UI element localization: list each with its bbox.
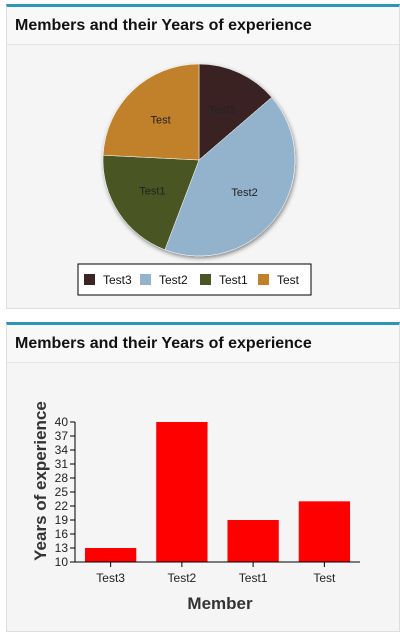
legend-label[interactable]: Test: [277, 273, 300, 287]
pie-slice-test[interactable]: [102, 63, 200, 161]
y-tick-label: 31: [55, 457, 69, 471]
bar-test2[interactable]: [156, 422, 208, 562]
pie-panel-title: Members and their Years of experience: [7, 7, 399, 45]
bar-test[interactable]: [298, 501, 351, 562]
bar-chart-panel: Members and their Years of experience 10…: [6, 322, 400, 632]
pie-chart-panel: Members and their Years of experience Te…: [6, 4, 400, 309]
y-tick-label: 19: [55, 513, 69, 527]
y-axis-title: Years of experience: [31, 401, 50, 561]
x-tick-label: Test1: [239, 571, 268, 585]
legend-label[interactable]: Test2: [159, 273, 188, 287]
legend-swatch-test1: [200, 274, 211, 285]
y-tick-label: 22: [55, 499, 69, 513]
legend-label[interactable]: Test3: [103, 273, 132, 287]
pie-legend: [77, 263, 312, 296]
legend-label[interactable]: Test1: [219, 273, 248, 287]
x-tick-label: Test3: [96, 571, 125, 585]
y-tick-label: 13: [55, 541, 69, 555]
legend-swatch-test: [258, 274, 269, 285]
y-tick-label: 34: [55, 443, 69, 457]
x-axis-title: Member: [187, 594, 253, 613]
x-tick-label: Test: [313, 571, 336, 585]
pie-slice-label: Test3: [209, 104, 235, 116]
bar-test1[interactable]: [227, 520, 279, 562]
y-tick-label: 10: [55, 555, 69, 569]
legend-swatch-test3: [84, 274, 95, 285]
legend-swatch-test2: [140, 274, 151, 285]
y-tick-label: 37: [55, 429, 69, 443]
pie-slice-test1[interactable]: [102, 154, 200, 251]
pie-slice-label: Test2: [231, 187, 257, 199]
bar-test3[interactable]: [84, 548, 137, 562]
bar-panel-title: Members and their Years of experience: [7, 325, 399, 363]
pie-slice-label: Test: [151, 115, 171, 127]
y-tick-label: 40: [55, 415, 69, 429]
x-tick-label: Test2: [168, 571, 197, 585]
pie-slice-test3[interactable]: [198, 63, 273, 161]
pie-slice-label: Test1: [139, 185, 165, 197]
pie-chart: Test3 Test2 Test1 Test Test3 Test2 Test1 Test: [77, 63, 312, 296]
pie-slice-test2[interactable]: [164, 96, 296, 257]
y-tick-label: 16: [55, 527, 69, 541]
y-tick-label: 28: [55, 471, 69, 485]
y-tick-label: 25: [55, 485, 69, 499]
